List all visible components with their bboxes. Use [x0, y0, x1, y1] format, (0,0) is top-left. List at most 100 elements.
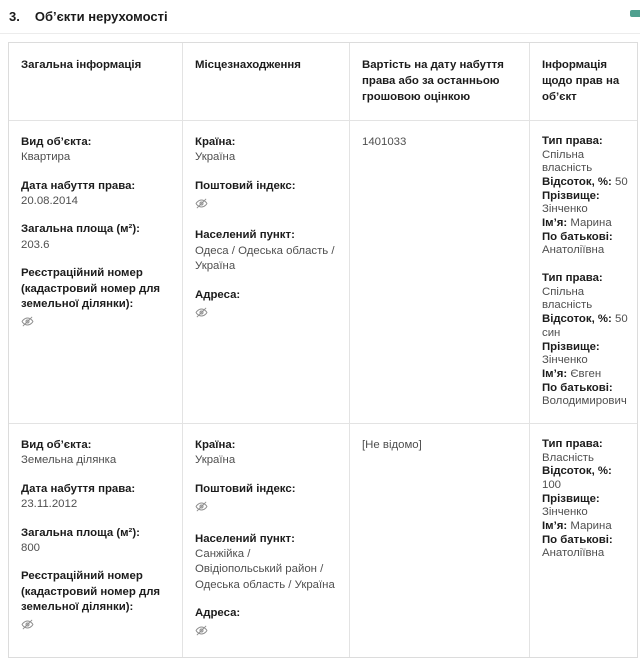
- field-value: Євген: [570, 367, 602, 380]
- field-value: Зінченко: [542, 506, 588, 519]
- field-object-type: Вид об’єкта: Квартира: [21, 135, 170, 166]
- field-label: Вид об’єкта:: [21, 438, 92, 451]
- field-label: Адреса:: [195, 607, 241, 620]
- field-label: Відсоток, %:: [542, 313, 612, 326]
- field-value: Власність: [542, 451, 594, 464]
- field-acquire-date: Дата набуття права: 23.11.2012: [21, 482, 170, 513]
- field-registration-number: Реєстраційний номер (кадастровий номер д…: [21, 266, 170, 334]
- field-value: 23.11.2012: [21, 498, 78, 511]
- column-header-rights: Інформація щодо прав на об’єкт: [530, 43, 637, 121]
- field-settlement: Населений пункт: Санжійка / Овідіопольсь…: [195, 532, 337, 594]
- rights-field-patronymic: По батькові: Анатоліївна: [542, 231, 633, 258]
- field-value: 800: [21, 541, 41, 554]
- table-row-1-rights-cell: Тип права: Спільна власність Відсоток, %…: [530, 121, 637, 424]
- field-label: Дата набуття права:: [21, 179, 136, 192]
- rights-field-patronymic: По батькові: Анатоліївна: [542, 534, 633, 561]
- field-value: 203.6: [21, 238, 50, 251]
- field-object-type: Вид об’єкта: Земельна ділянка: [21, 438, 170, 469]
- field-value: Спільна власність: [542, 148, 593, 175]
- table-row-1-location-cell: Країна: Україна Поштовий індекс: Населен…: [183, 120, 350, 424]
- field-postal-code: Поштовий індекс:: [195, 179, 337, 216]
- field-label: Прізвище:: [542, 340, 600, 353]
- eye-slash-icon: [21, 618, 34, 631]
- column-header-location: Місцезнаходження: [183, 43, 350, 121]
- field-label: Реєстраційний номер (кадастровий номер д…: [21, 267, 161, 311]
- field-label: Адреса:: [195, 288, 241, 301]
- rights-field-surname: Прізвище: Зінченко: [542, 190, 633, 217]
- field-value: 20.08.2014: [21, 195, 79, 208]
- field-label: Поштовий індекс:: [195, 179, 296, 192]
- real-estate-table: Загальна інформація Місцезнаходження Вар…: [8, 42, 638, 658]
- field-label: Загальна площа (м²):: [21, 223, 140, 236]
- field-value: Земельна ділянка: [21, 454, 117, 467]
- field-value: Володимирович: [542, 395, 627, 408]
- table-row-1-general-cell: Вид об’єкта: Квартира Дата набуття права…: [9, 120, 183, 424]
- eye-slash-icon: [195, 197, 208, 210]
- field-label: Прізвище:: [542, 492, 600, 505]
- field-label: Відсоток, %:: [542, 175, 612, 188]
- field-label: Реєстраційний номер (кадастровий номер д…: [21, 570, 161, 614]
- rights-field-percent: Відсоток, %: 50: [542, 313, 633, 327]
- field-country: Країна: Україна: [195, 438, 337, 469]
- field-label: Населений пункт:: [195, 532, 295, 545]
- table-row-2-general-cell: Вид об’єкта: Земельна ділянка Дата набут…: [9, 423, 183, 657]
- field-label: Вид об’єкта:: [21, 135, 92, 148]
- field-label: Дата набуття права:: [21, 482, 136, 495]
- field-label: Ім’я:: [542, 367, 568, 380]
- section-heading: 3. Об’єкти нерухомості: [0, 0, 640, 24]
- field-label: Країна:: [195, 438, 236, 451]
- table-row-2-valuation-cell: [Не відомо]: [350, 423, 530, 657]
- field-label: Тип права:: [542, 134, 603, 147]
- eye-slash-icon: [195, 624, 208, 637]
- field-value: Зінченко: [542, 203, 588, 216]
- field-value: Спільна власність: [542, 285, 593, 312]
- field-value: Одеса / Одеська область / Україна: [195, 244, 335, 273]
- column-header-general: Загальна інформація: [9, 43, 183, 121]
- field-value: Анатоліївна: [542, 244, 605, 257]
- field-address: Адреса:: [195, 606, 337, 643]
- field-label: По батькові:: [542, 230, 613, 243]
- rights-field-surname: Прізвище: Зінченко: [542, 493, 633, 520]
- field-value: 100: [542, 479, 562, 492]
- rights-block: Тип права: Власність Відсоток, %: 100 Пр…: [542, 438, 633, 561]
- field-value: Марина: [570, 217, 612, 230]
- field-value: 50: [615, 313, 628, 326]
- field-registration-number: Реєстраційний номер (кадастровий номер д…: [21, 569, 170, 637]
- table-row-2-location-cell: Країна: Україна Поштовий індекс: Населен…: [183, 423, 350, 657]
- rights-field-percent: Відсоток, %: 50: [542, 176, 633, 190]
- field-label: Тип права:: [542, 437, 603, 450]
- field-country: Країна: Україна: [195, 135, 337, 166]
- rights-field-percent: Відсоток, %: 100: [542, 465, 633, 492]
- field-value: Квартира: [21, 151, 71, 164]
- field-label: По батькові:: [542, 533, 613, 546]
- field-label: Населений пункт:: [195, 229, 295, 242]
- rights-field-surname: Прізвище: Зінченко: [542, 341, 633, 368]
- section-number: 3.: [9, 9, 20, 24]
- field-value: Анатоліївна: [542, 547, 605, 560]
- field-address: Адреса:: [195, 288, 337, 325]
- field-label: Країна:: [195, 135, 236, 148]
- field-total-area: Загальна площа (м²): 800: [21, 526, 170, 557]
- column-header-valuation: Вартість на дату набуття права або за ос…: [350, 43, 530, 121]
- field-label: Загальна площа (м²):: [21, 526, 140, 539]
- field-settlement: Населений пункт: Одеса / Одеська область…: [195, 228, 337, 274]
- field-label: Ім’я:: [542, 217, 568, 230]
- rights-field-right-type: Тип права: Спільна власність: [542, 135, 633, 176]
- field-value: Україна: [195, 454, 236, 467]
- field-acquire-date: Дата набуття права: 20.08.2014: [21, 179, 170, 210]
- field-total-area: Загальна площа (м²): 203.6: [21, 222, 170, 253]
- field-value: 50: [615, 175, 628, 188]
- rights-field-right-type: Тип права: Спільна власність: [542, 272, 633, 313]
- teal-corner-icon: [630, 10, 640, 17]
- field-value: Зінченко: [542, 354, 588, 367]
- valuation-value: 1401033: [362, 135, 407, 148]
- rights-field-first-name: Ім’я: Євген: [542, 368, 633, 382]
- rights-field-first-name: Ім’я: Марина: [542, 520, 633, 534]
- field-value: Марина: [570, 520, 612, 533]
- rights-block: Тип права: Спільна власність Відсоток, %…: [542, 135, 633, 258]
- field-postal-code: Поштовий індекс:: [195, 482, 337, 519]
- valuation-value: [Не відомо]: [362, 438, 422, 451]
- header-divider: [0, 33, 640, 34]
- rights-field-right-type: Тип права: Власність: [542, 438, 633, 465]
- rights-block: Тип права: Спільна власність Відсоток, %…: [542, 272, 633, 409]
